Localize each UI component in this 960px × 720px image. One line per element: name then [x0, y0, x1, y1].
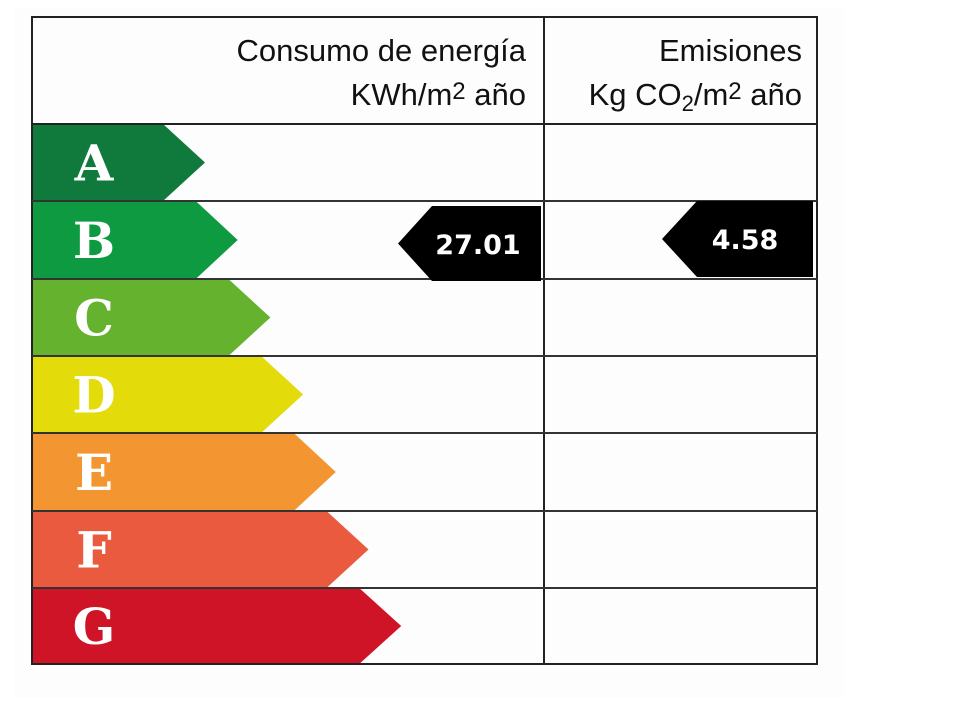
emissions-title: Emisiones [659, 33, 802, 68]
class-letter: F [76, 521, 112, 580]
energy-title: Consumo de energía [236, 33, 526, 68]
class-arrow-b: B [32, 201, 238, 279]
class-arrow-c: C [32, 279, 271, 356]
class-letter: A [74, 134, 115, 193]
energy-rating-pointer: 27.01 [398, 206, 541, 281]
class-arrow-f: F [32, 511, 369, 588]
class-arrow-shape [32, 201, 238, 279]
class-letter: G [73, 597, 116, 656]
emissions-unit: Kg CO2/m2 año [588, 77, 802, 116]
emissions-column-header: Emisiones Kg CO2/m2 año [548, 29, 802, 117]
emissions-rating-pointer: 4.58 [662, 201, 813, 277]
class-arrow-shape [32, 433, 336, 511]
emissions-rating-value: 4.58 [712, 225, 779, 256]
class-arrow-d: D [32, 356, 304, 433]
class-arrow-shape [32, 588, 402, 664]
class-arrow-e: E [32, 433, 336, 511]
class-arrow-shape [32, 279, 271, 356]
class-arrow-shape [32, 124, 205, 201]
class-letter: C [74, 289, 114, 348]
energy-rating-value: 27.01 [435, 230, 520, 261]
class-arrow-shape [32, 356, 304, 433]
class-letter: D [72, 366, 115, 425]
table-border [31, 16, 818, 665]
class-letter: E [75, 443, 113, 502]
energy-unit: KWh/m2 año [350, 77, 526, 112]
class-letter: B [73, 211, 115, 270]
class-arrow-g: G [32, 588, 402, 664]
class-arrow-a: A [32, 124, 205, 201]
energy-column-header: Consumo de energía KWh/m2 año [60, 29, 526, 117]
class-arrow-shape [32, 511, 369, 588]
